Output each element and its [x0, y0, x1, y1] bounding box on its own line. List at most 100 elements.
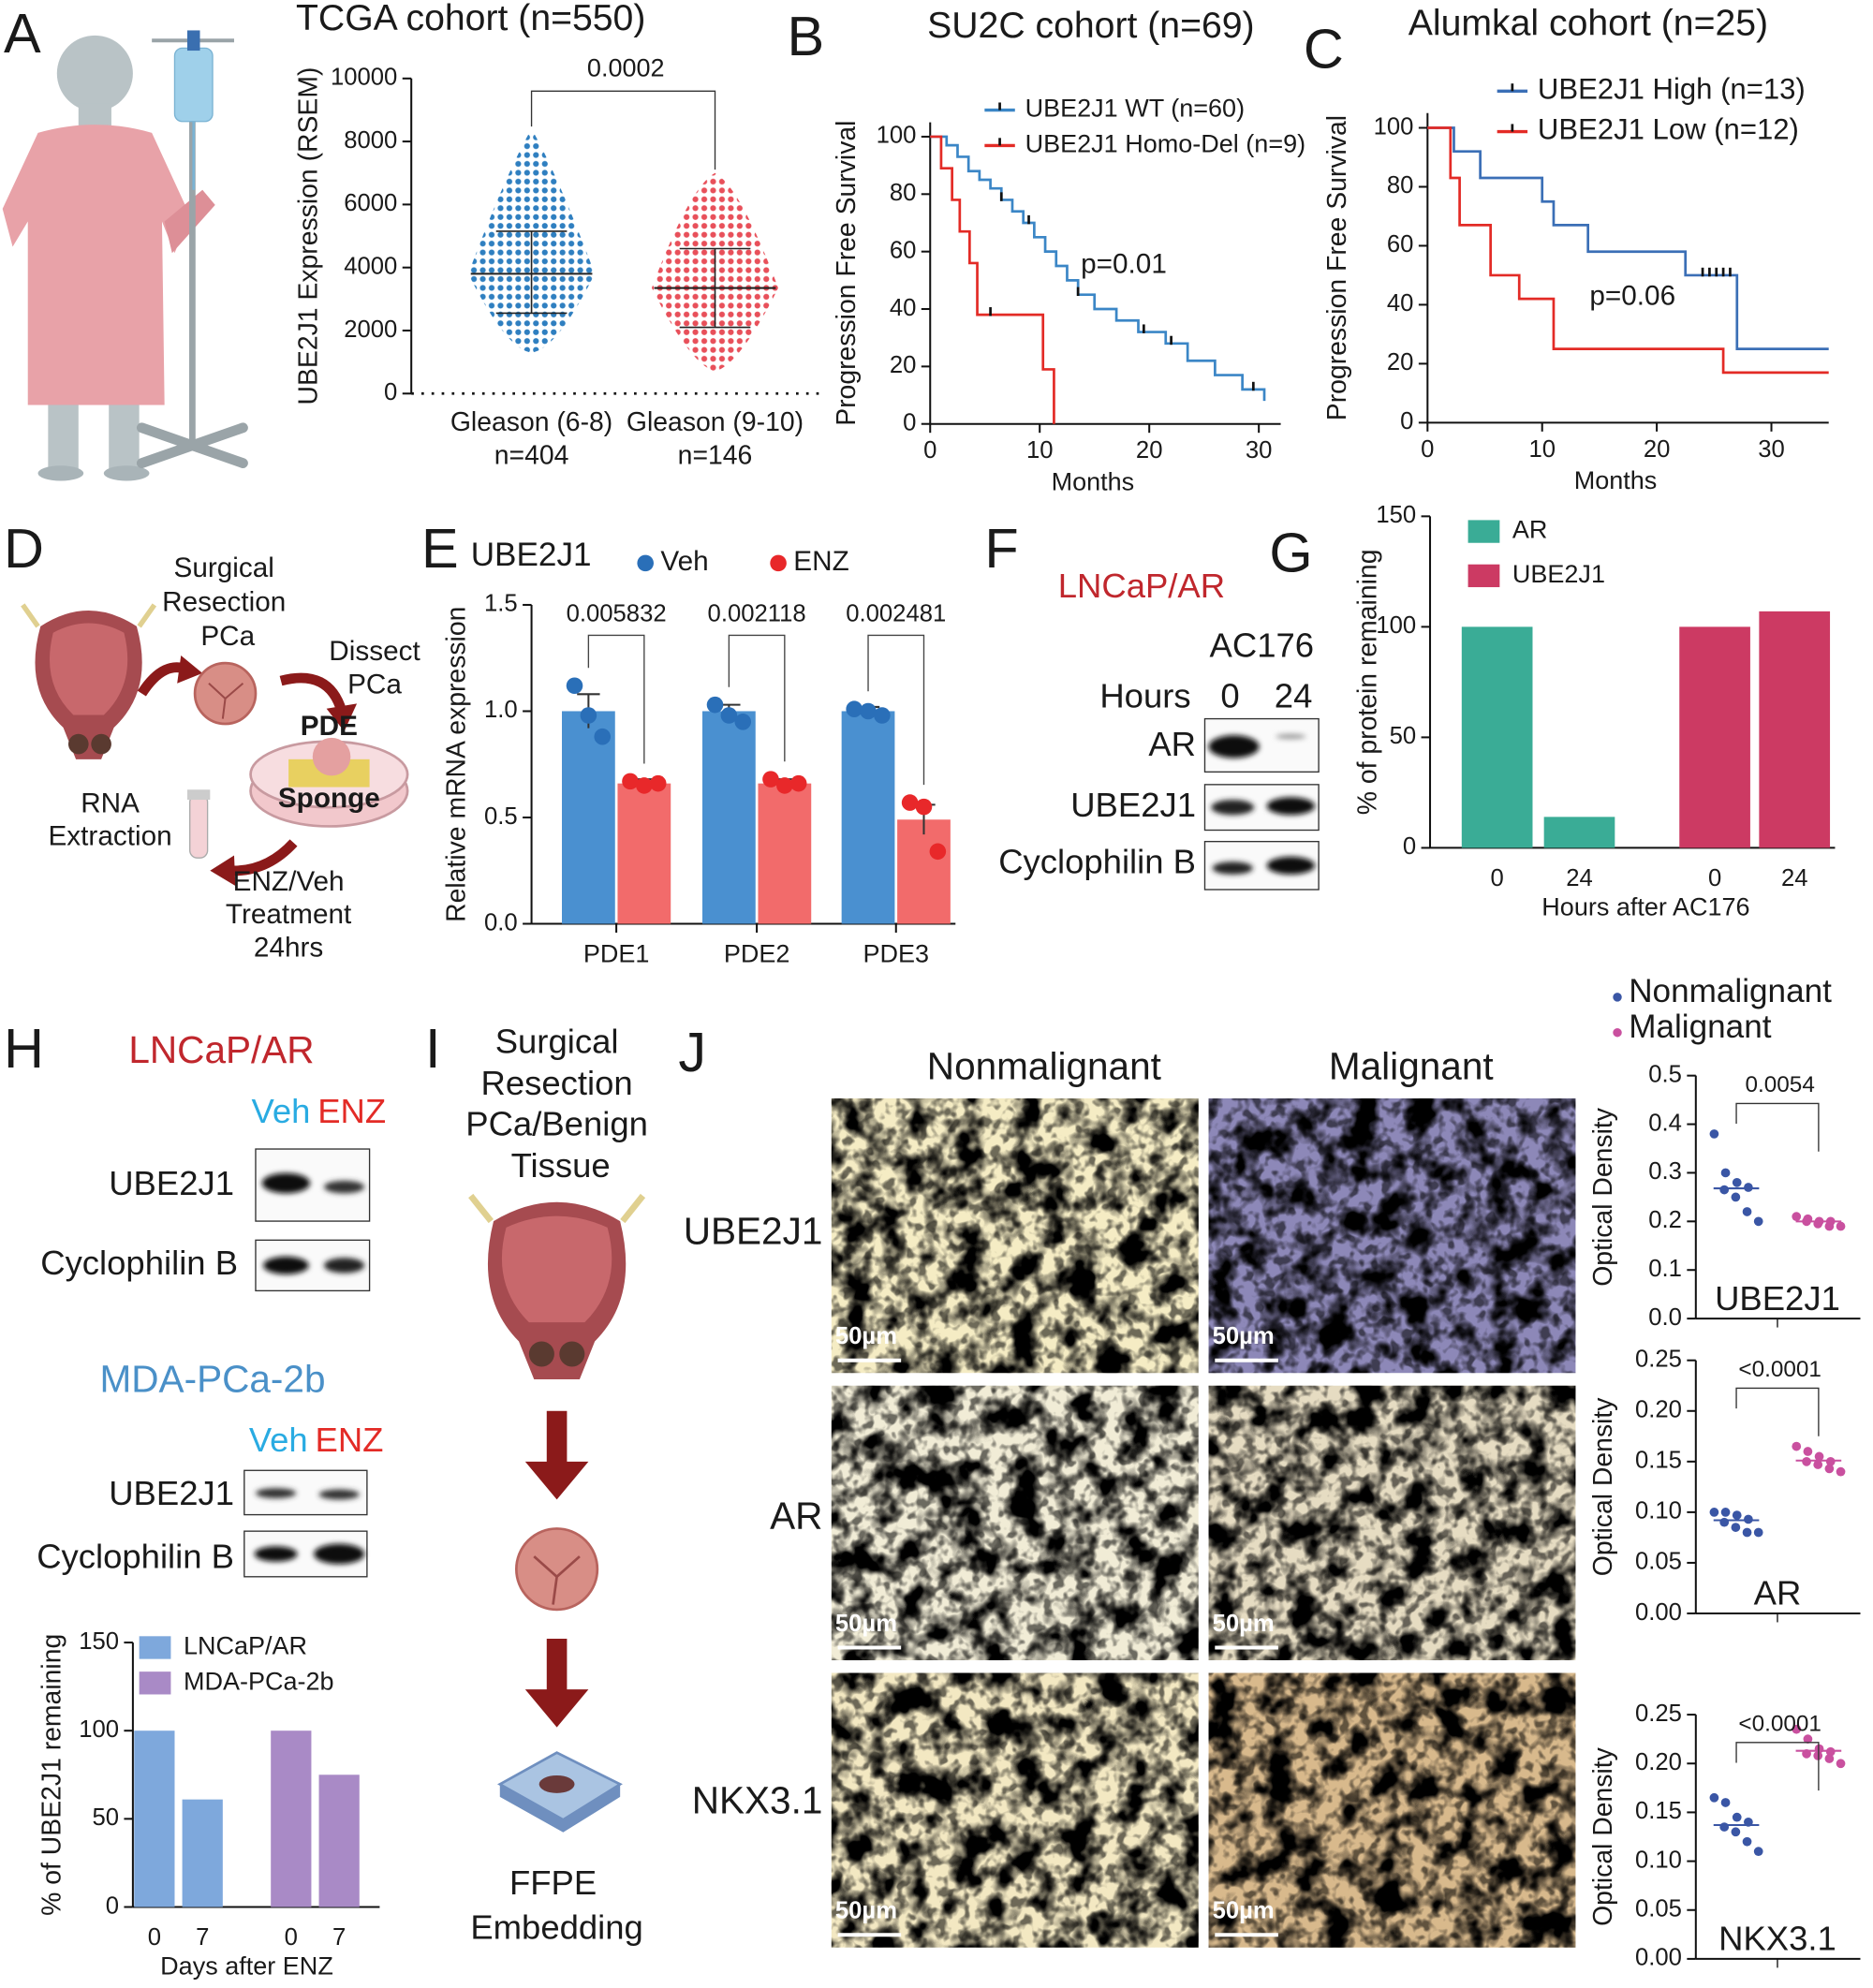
point	[1753, 1847, 1763, 1857]
legend-swatch	[1467, 564, 1500, 588]
scale-bar-label: 50µm	[1213, 1323, 1275, 1349]
bar	[134, 1730, 175, 1907]
label: PDE	[301, 711, 358, 742]
point	[874, 707, 891, 724]
x-axis-label: Days after ENZ	[160, 1952, 333, 1981]
scale-bar-label: 50µm	[1213, 1611, 1275, 1637]
bar	[617, 783, 671, 924]
bracket	[1735, 1387, 1820, 1436]
bar	[758, 783, 812, 924]
x-tick-label: 10	[1026, 437, 1054, 464]
point	[1720, 1508, 1731, 1517]
point	[1824, 1464, 1835, 1474]
bar	[1679, 626, 1750, 848]
point	[636, 777, 653, 794]
texture	[1208, 1672, 1576, 1948]
point	[649, 774, 667, 792]
point	[734, 714, 752, 730]
x-tick-label: 20	[1644, 436, 1671, 463]
legend-swatch	[637, 554, 654, 572]
legend-label: Malignant	[1629, 1009, 1772, 1045]
label: Treatment	[226, 899, 352, 930]
lane-label: Veh	[249, 1421, 308, 1459]
x-tick-label: 7	[196, 1924, 209, 1951]
point	[622, 773, 639, 790]
legend-swatch	[1613, 1027, 1622, 1038]
chart-title: SU2C cohort (n=69)	[927, 6, 1254, 46]
row-label: Cyclophilin B	[40, 1244, 238, 1282]
label: RNA	[81, 788, 140, 818]
chart: 0 50 100 150 % of UBE2J1 remaining 0 7 LNCaP/AR…	[37, 1628, 380, 1981]
y-tick-label: 40	[1387, 290, 1414, 317]
y-tick-label: 0.25	[1635, 1346, 1682, 1372]
row-label: UBE2J1	[684, 1209, 823, 1252]
row-label: UBE2J1	[1070, 786, 1196, 824]
x-axis-label: UBE2J1	[1715, 1279, 1840, 1318]
point	[1814, 1451, 1824, 1462]
x-tick-label: Gleason (6-8)	[450, 407, 612, 437]
point	[1742, 1836, 1752, 1847]
point	[901, 794, 919, 811]
legend-label: UBE2J1 High (n=13)	[1538, 73, 1806, 106]
x-tick-label: PDE3	[863, 939, 929, 967]
y-tick-label: 0.2	[1648, 1207, 1682, 1233]
y-tick-label: 1.0	[484, 697, 518, 723]
label: FFPE	[509, 1863, 597, 1902]
y-tick-label: 40	[890, 295, 917, 321]
lane-label: ENZ	[316, 1421, 384, 1459]
point	[1825, 1456, 1836, 1466]
lane-label: 0	[1220, 677, 1239, 715]
point	[860, 702, 877, 720]
label: Hours	[1099, 677, 1190, 715]
chart-title: Alumkal cohort (n=25)	[1408, 3, 1768, 43]
y-axis-label: % of protein remaining	[1353, 550, 1383, 816]
y-axis-label: Optical Density	[1588, 1107, 1618, 1287]
y-tick-label: 150	[1376, 502, 1416, 528]
y-tick-label: 50	[1390, 723, 1417, 749]
bracket	[587, 634, 645, 764]
bar	[271, 1730, 312, 1907]
pde-workflow: Surgical Resection PCa Dissect PCa PDE S…	[21, 552, 420, 963]
point	[1744, 1183, 1753, 1192]
y-tick-label: 0	[106, 1892, 119, 1919]
y-tick-label: 60	[890, 237, 917, 263]
bracket	[728, 634, 786, 762]
bar	[841, 711, 895, 924]
legend-swatch	[1467, 520, 1500, 543]
legend-label: UBE2J1 Homo-Del (n=9)	[1025, 130, 1306, 158]
legend-label: UBE2J1 WT (n=60)	[1025, 95, 1245, 123]
y-tick-label: 0.05	[1635, 1549, 1682, 1575]
bracket	[1735, 1102, 1820, 1152]
legend-label: Nonmalignant	[1629, 973, 1832, 1009]
y-tick-label: 0.25	[1635, 1701, 1682, 1727]
point	[566, 677, 583, 695]
bar	[182, 1799, 223, 1907]
bracket	[530, 90, 716, 170]
scale-bar-label: 50µm	[835, 1323, 897, 1349]
y-tick-label: 0.00	[1635, 1945, 1682, 1971]
bar	[318, 1774, 360, 1907]
scale-bar-label: 50µm	[835, 1611, 897, 1637]
blot-h: LNCaP/AR Veh ENZ UBE2J1 Cyclophilin B MD…	[37, 1028, 386, 1578]
row-label: UBE2J1	[109, 1474, 234, 1512]
texture	[1208, 1385, 1576, 1660]
point	[1824, 1754, 1835, 1763]
point	[1719, 1517, 1730, 1527]
label: Surgical	[495, 1023, 619, 1061]
point	[1732, 1510, 1742, 1520]
x-tick-label: 0	[1708, 865, 1721, 891]
y-tick-label: 0.3	[1648, 1158, 1682, 1185]
p-value: 0.0054	[1745, 1072, 1814, 1097]
bar	[1759, 611, 1831, 848]
point	[1709, 1508, 1719, 1517]
bar	[897, 819, 951, 924]
x-axis-label: Months	[1052, 467, 1135, 495]
y-tick-label: 0.5	[1648, 1061, 1682, 1087]
point	[1719, 1822, 1730, 1832]
legend-label: MDA-PCa-2b	[184, 1667, 334, 1695]
panel-letter: C	[1304, 17, 1344, 80]
label: ENZ/Veh	[233, 866, 345, 897]
point	[594, 728, 612, 745]
y-tick-label: 100	[877, 123, 917, 149]
